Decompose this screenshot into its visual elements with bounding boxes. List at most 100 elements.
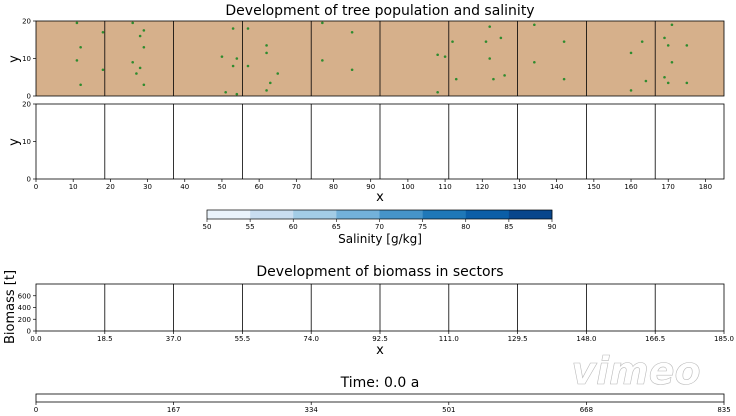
y-tick-label: 10 <box>22 138 31 146</box>
tree-point <box>488 25 492 28</box>
tree-point <box>131 21 134 25</box>
colorbar-tick-label: 90 <box>548 223 557 231</box>
x-tick-label: 90 <box>366 183 375 191</box>
colorbar-tick-label: 80 <box>461 223 470 231</box>
tree-point <box>138 66 142 70</box>
colorbar-segment <box>465 210 510 219</box>
tree-point <box>562 77 566 81</box>
tree-point <box>79 45 82 49</box>
tree-point <box>138 34 142 38</box>
tree-point <box>670 60 674 64</box>
x-tick-label: 110 <box>438 183 451 191</box>
x-tick-label: 129.5 <box>508 335 528 343</box>
biomass-x-ticks: 0.0 18.5 37.0 55.5 74.0 92.5 111.0 129.5 148.0 16… <box>30 331 734 343</box>
x-tick-label: 185.0 <box>714 335 734 343</box>
salinity-sector-lines <box>104 104 656 179</box>
tree-point <box>451 40 454 43</box>
biomass-panel-title: Development of biomass in sectors <box>256 264 503 280</box>
x-tick-label: 140 <box>550 183 563 191</box>
salinity-panel-xlabel: x <box>376 190 384 205</box>
y-tick-label: 20 <box>22 18 31 26</box>
tree-point <box>629 51 633 55</box>
salinity-panel-ylabel: y <box>7 138 22 146</box>
tree-point <box>101 68 105 72</box>
tree-point <box>135 72 138 75</box>
x-tick-label: 80 <box>329 183 338 191</box>
salinity-panel: 0 10 20 0 10 20 30 40 50 60 70 80 90 100 110 120 130 140… <box>22 101 725 191</box>
x-tick-label: 166.5 <box>645 335 665 343</box>
x-tick-label: 130 <box>513 183 526 191</box>
tree-point <box>265 51 268 55</box>
colorbar-tick-label: 60 <box>289 223 298 231</box>
x-tick-label: 55.5 <box>235 335 251 343</box>
tree-point <box>499 36 503 40</box>
tree-point <box>131 60 134 64</box>
x-tick-label: 74.0 <box>303 335 319 343</box>
tree-point <box>142 29 146 32</box>
x-tick-label: 92.5 <box>372 335 388 343</box>
time-tick-label: 668 <box>580 406 593 414</box>
tree-point <box>79 83 82 87</box>
tree-point <box>321 59 324 62</box>
colorbar-segment <box>293 210 337 219</box>
tree-sector-lines <box>104 21 656 96</box>
tree-point <box>503 74 506 77</box>
y-tick-label: 10 <box>22 55 31 63</box>
tree-panel-ylabel: y <box>7 55 22 63</box>
tree-point <box>533 60 536 64</box>
x-tick-label: 170 <box>662 183 675 191</box>
tree-point <box>666 44 670 47</box>
tree-y-ticks: 0 10 20 <box>22 18 36 101</box>
x-tick-label: 18.5 <box>97 335 113 343</box>
y-tick-label: 200 <box>18 316 31 324</box>
tree-point <box>663 75 666 79</box>
x-tick-label: 70 <box>292 183 301 191</box>
time-ticks: 0 167 334 501 668 835 <box>34 402 731 414</box>
tree-point <box>142 45 146 49</box>
time-panel-title: Time: 0.0 a <box>340 375 420 391</box>
time-tick-label: 835 <box>717 406 730 414</box>
tree-panel-title: Development of tree population and salin… <box>225 3 534 19</box>
tree-point <box>685 81 689 85</box>
tree-point <box>350 30 354 34</box>
tree-point <box>231 27 235 30</box>
tree-point <box>488 57 492 60</box>
colorbar-tick-label: 55 <box>246 223 255 231</box>
biomass-panel-xlabel: x <box>376 343 384 358</box>
biomass-panel-ylabel: Biomass [t] <box>3 270 18 344</box>
tree-point <box>321 21 324 25</box>
tree-point <box>220 55 224 58</box>
x-tick-label: 20 <box>106 183 115 191</box>
tree-point <box>666 81 670 85</box>
tree-point <box>670 23 674 27</box>
tree-point <box>640 40 644 43</box>
tree-point <box>246 27 250 30</box>
tree-point <box>75 59 79 62</box>
x-tick-label: 160 <box>624 183 637 191</box>
tree-point <box>685 44 689 47</box>
tree-panel: 0 10 20 <box>22 18 725 101</box>
x-tick-label: 60 <box>255 183 264 191</box>
y-tick-label: 400 <box>18 304 31 312</box>
tree-point <box>533 23 536 27</box>
time-tick-label: 0 <box>34 406 38 414</box>
y-tick-label: 20 <box>22 101 31 109</box>
y-tick-label: 0 <box>27 93 31 101</box>
x-tick-label: 120 <box>476 183 489 191</box>
tree-point <box>644 79 648 83</box>
tree-point <box>224 90 227 94</box>
vimeo-watermark: vimeo <box>571 349 700 393</box>
time-panel-background <box>35 393 725 403</box>
tree-point <box>436 90 439 94</box>
x-tick-label: 0.0 <box>30 335 41 343</box>
x-tick-label: 150 <box>587 183 600 191</box>
colorbar-tick-label: 70 <box>375 223 384 231</box>
x-tick-label: 50 <box>217 183 226 191</box>
tree-point <box>231 64 235 68</box>
tree-point <box>492 77 495 81</box>
biomass-sector-lines <box>104 284 656 331</box>
tree-point <box>265 89 268 92</box>
colorbar-label: Salinity [g/kg] <box>338 232 422 246</box>
tree-point <box>629 89 633 92</box>
